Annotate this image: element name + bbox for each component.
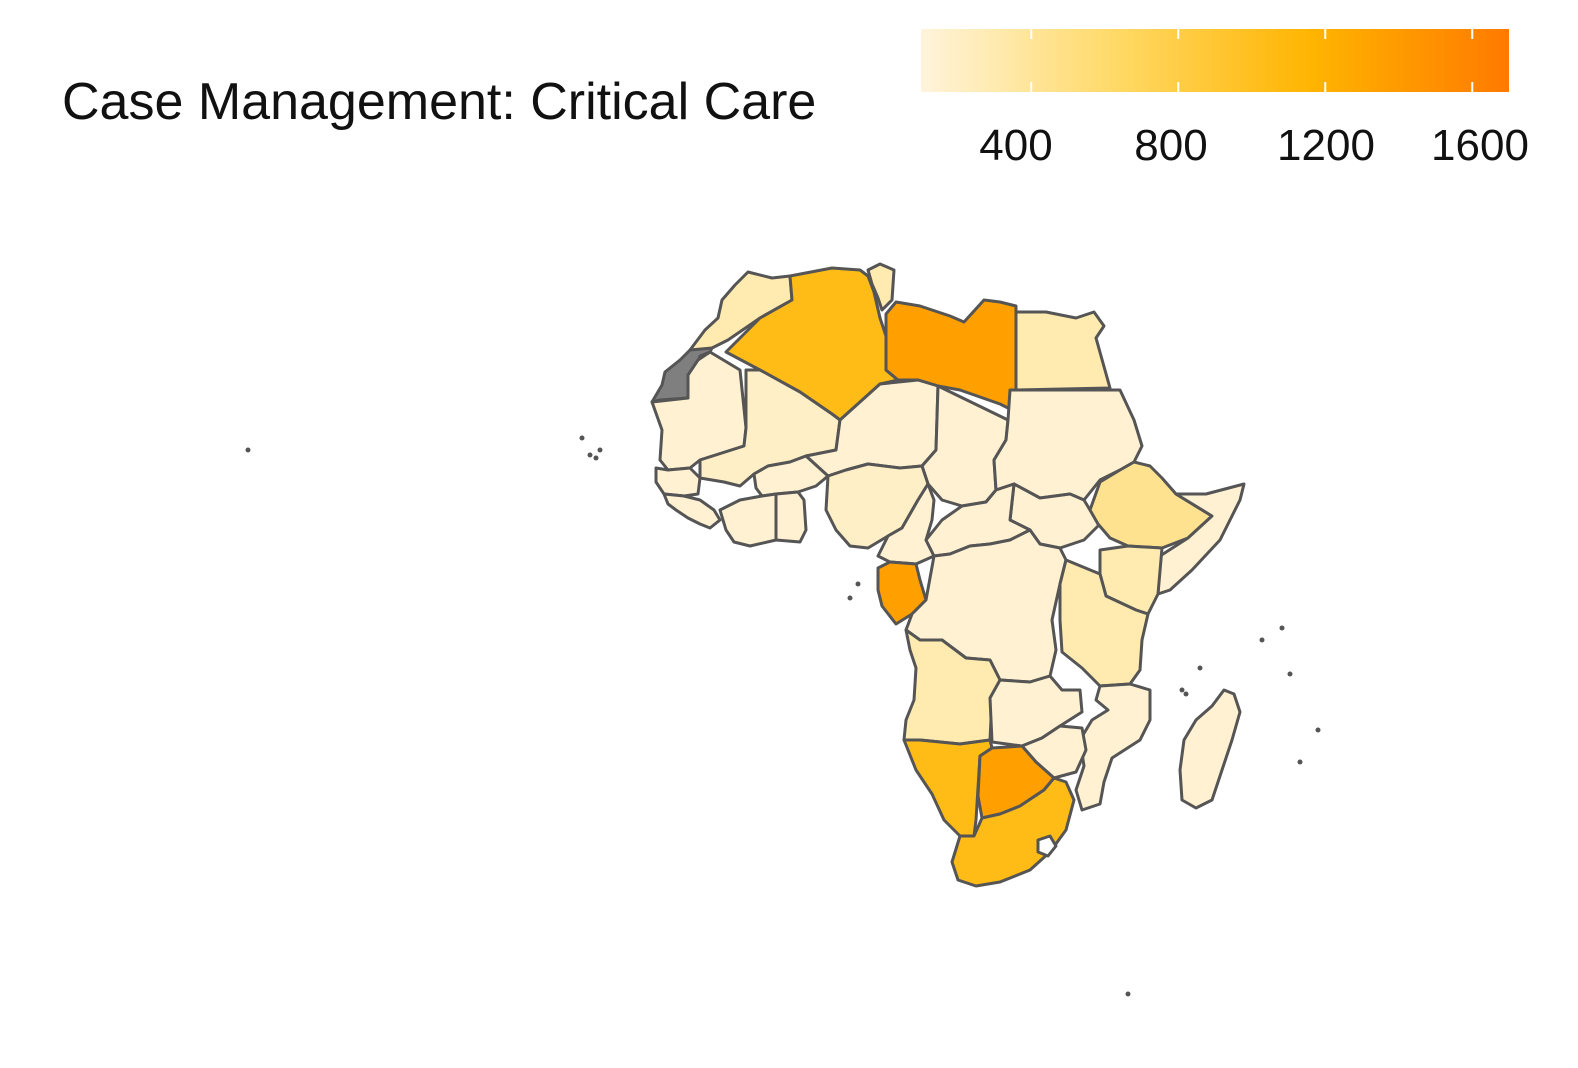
legend-gradient-bar (921, 29, 1509, 92)
region-namibia (902, 738, 994, 838)
region-lesotho-outline (1036, 834, 1058, 858)
region-south-africa (950, 776, 1076, 888)
region-somalia (1156, 482, 1246, 596)
island-marker (1287, 671, 1293, 677)
island-marker (1259, 637, 1265, 643)
island-marker (855, 581, 861, 587)
island-marker (1315, 727, 1321, 733)
region-madagascar (1178, 688, 1242, 810)
region-ethiopia (1088, 460, 1214, 550)
legend-tick-label: 1600 (1431, 121, 1529, 170)
region-burkina-faso (752, 454, 830, 498)
island-marker (1279, 625, 1285, 631)
island-marker (1183, 691, 1189, 697)
island-marker (597, 447, 603, 453)
island-marker (593, 455, 599, 461)
island-marker (587, 452, 593, 458)
island-marker (1179, 687, 1185, 693)
legend-tick-label: 400 (979, 121, 1053, 170)
island-marker (245, 447, 251, 453)
region-ghana (774, 490, 808, 544)
color-legend: 400 800 1200 1600 (921, 29, 1529, 170)
region-c-te-d-ivoire (718, 492, 778, 548)
legend-tick-label: 800 (1134, 121, 1208, 170)
region-egypt (1014, 310, 1112, 392)
island-marker (1197, 665, 1203, 671)
island-marker (1297, 759, 1303, 765)
island-marker (579, 435, 585, 441)
region-senegal (654, 466, 702, 498)
legend-tick-label: 1200 (1277, 121, 1375, 170)
region-mozambique (1074, 682, 1152, 812)
region-tanzania (1058, 558, 1150, 688)
region-tunisia (866, 262, 896, 312)
map-title: Case Management: Critical Care (62, 73, 817, 131)
island-marker (1125, 991, 1131, 997)
region-guinea (662, 492, 722, 530)
island-marker (847, 595, 853, 601)
